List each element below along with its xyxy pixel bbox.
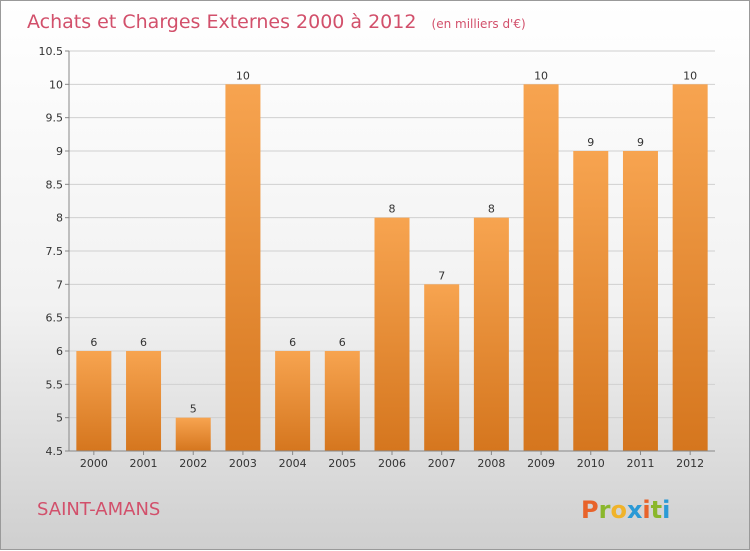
bar-2009 [523, 84, 559, 451]
x-tick-label: 2007 [428, 457, 456, 470]
y-tick-label: 10 [49, 78, 63, 91]
value-label-2001: 6 [140, 336, 147, 349]
y-tick-label: 5 [56, 412, 63, 425]
y-tick-label: 8.5 [46, 178, 64, 191]
value-label-2003: 10 [236, 69, 250, 82]
bar-2011 [622, 151, 658, 451]
bar-2003 [225, 84, 261, 451]
value-label-2008: 8 [488, 203, 495, 216]
y-tick-label: 7 [56, 278, 63, 291]
bars: 6 6 5 10 6 6 8 7 8 10 9 9 10 [76, 69, 708, 451]
chart-unit: (en milliers d'€) [432, 17, 526, 31]
x-tick-label: 2005 [328, 457, 356, 470]
value-label-2000: 6 [90, 336, 97, 349]
y-tick-label: 4.5 [46, 445, 64, 458]
value-label-2002: 5 [190, 403, 197, 416]
x-tick-label: 2009 [527, 457, 555, 470]
x-tick-label: 2001 [130, 457, 158, 470]
y-tick-label: 9 [56, 145, 63, 158]
x-tick-label: 2004 [279, 457, 307, 470]
place-name: SAINT-AMANS [37, 499, 160, 520]
value-label-2009: 10 [534, 69, 548, 82]
bar-2004 [275, 351, 311, 451]
x-tick-label: 2011 [626, 457, 654, 470]
value-label-2004: 6 [289, 336, 296, 349]
bar-2012 [672, 84, 708, 451]
y-axis-ticks: 4.5 5 5.5 6 6.5 7 7.5 8 8.5 9 9.5 10 10.5 [39, 45, 69, 458]
value-label-2006: 8 [389, 203, 396, 216]
chart-title-text: Achats et Charges Externes 2000 à 2012 [27, 11, 416, 33]
x-tick-label: 2008 [477, 457, 505, 470]
chart-title: Achats et Charges Externes 2000 à 2012 (… [27, 11, 526, 33]
y-tick-label: 9.5 [46, 112, 64, 125]
bar-2007 [424, 284, 460, 451]
bar-2001 [126, 351, 162, 451]
bar-2005 [324, 351, 360, 451]
x-tick-label: 2010 [577, 457, 605, 470]
bar-2000 [76, 351, 112, 451]
bar-2006 [374, 217, 410, 451]
y-tick-label: 6.5 [46, 312, 64, 325]
y-tick-label: 7.5 [46, 245, 64, 258]
x-tick-label: 2006 [378, 457, 406, 470]
y-tick-label: 5.5 [46, 378, 64, 391]
bar-2010 [573, 151, 609, 451]
x-tick-label: 2003 [229, 457, 257, 470]
bar-2002 [175, 417, 211, 451]
proxiti-logo: Proxiti [581, 496, 670, 524]
y-tick-label: 10.5 [39, 45, 64, 58]
y-tick-label: 6 [56, 345, 63, 358]
value-label-2011: 9 [637, 136, 644, 149]
x-tick-label: 2000 [80, 457, 108, 470]
y-tick-label: 8 [56, 212, 63, 225]
value-label-2007: 7 [438, 269, 445, 282]
x-axis-ticks: 2000 2001 2002 2003 2004 2005 2006 2007 2008 2009… [80, 451, 704, 470]
value-label-2005: 6 [339, 336, 346, 349]
x-tick-label: 2002 [179, 457, 207, 470]
value-label-2010: 9 [587, 136, 594, 149]
value-label-2012: 10 [683, 69, 697, 82]
x-tick-label: 2012 [676, 457, 704, 470]
bar-2008 [473, 217, 509, 451]
